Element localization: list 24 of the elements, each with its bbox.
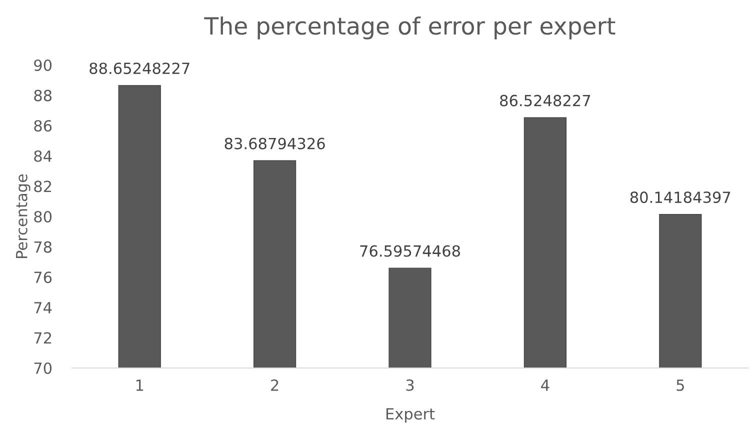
chart-title: The percentage of error per expert xyxy=(204,16,616,40)
data-label: 86.5248227 xyxy=(500,94,590,106)
data-label: 80.14184397 xyxy=(630,192,730,204)
x-tick-label: 3 xyxy=(406,379,414,391)
y-tick-label: 84 xyxy=(34,150,52,162)
y-tick-label: 76 xyxy=(34,272,52,284)
y-axis-title: Percentage xyxy=(16,174,30,258)
y-tick-label: 88 xyxy=(34,90,52,102)
data-label: 88.65248227 xyxy=(90,62,190,74)
x-tick-label: 1 xyxy=(136,380,144,391)
y-tick-label: 82 xyxy=(34,180,52,192)
y-tick-label: 74 xyxy=(34,302,52,314)
y-tick-label: 78 xyxy=(34,241,52,253)
y-tick-label: 86 xyxy=(34,120,52,132)
y-tick-label: 80 xyxy=(34,210,52,223)
y-tick-label: 70 xyxy=(34,362,52,374)
data-label: 83.68794326 xyxy=(224,138,325,150)
x-tick-label: 2 xyxy=(271,379,278,391)
x-tick-label: 5 xyxy=(676,380,684,391)
y-tick-label: 90 xyxy=(34,59,52,72)
y-tick-label: 72 xyxy=(34,332,52,344)
x-axis-title: Expert xyxy=(386,408,435,423)
data-label: 76.59574468 xyxy=(360,245,460,257)
x-tick-label: 4 xyxy=(541,380,550,391)
